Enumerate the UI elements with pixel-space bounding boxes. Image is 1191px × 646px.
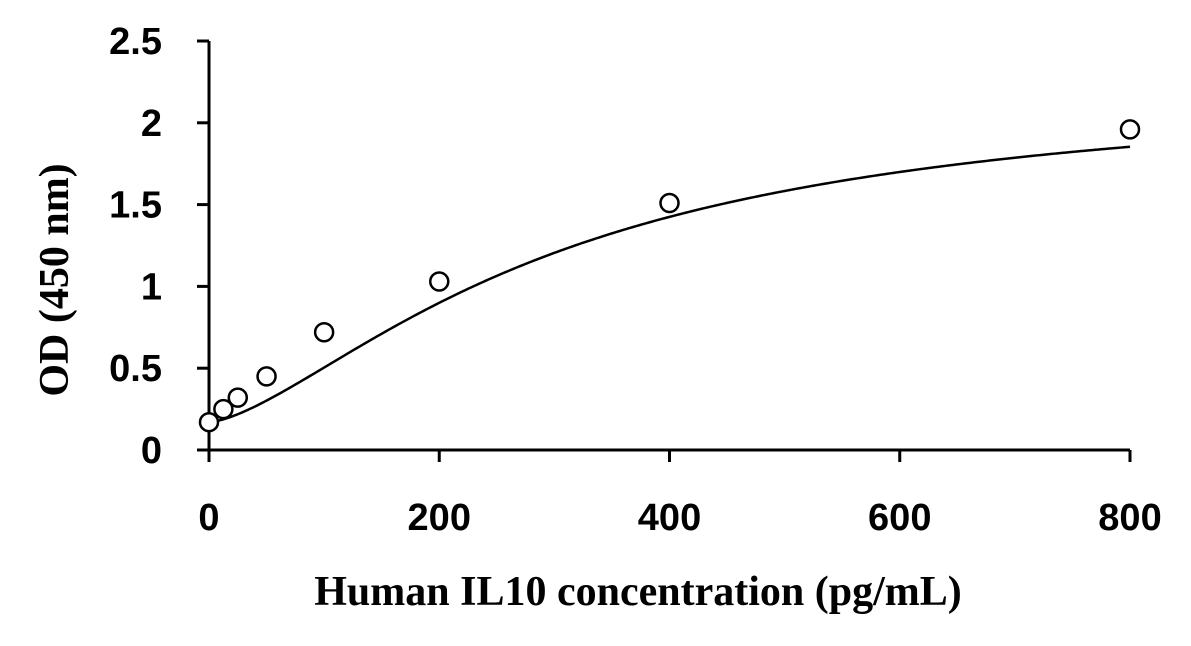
x-tick-label: 200 — [408, 497, 471, 539]
data-points — [198, 119, 1141, 433]
y-axis-title: OD (450 nm) — [32, 163, 78, 396]
x-tick-label: 600 — [868, 497, 931, 539]
y-tick-label: 1.5 — [109, 185, 162, 227]
y-tick-label: 0 — [141, 430, 162, 472]
x-tick-label: 0 — [198, 497, 219, 539]
x-tick-label: 400 — [638, 497, 701, 539]
y-tick-label: 0.5 — [109, 348, 162, 390]
data-point — [659, 192, 680, 214]
y-tick-label: 2 — [141, 103, 162, 145]
data-point — [227, 387, 249, 408]
fit-curve — [208, 145, 1131, 424]
data-point — [256, 366, 277, 387]
y-axis-ticks: 0 0.5 1 1.5 2 2.5 — [109, 21, 209, 472]
data-point — [1119, 119, 1141, 140]
y-tick-label: 2.5 — [109, 21, 162, 63]
x-axis-title: Human IL10 concentration (pg/mL) — [314, 569, 962, 615]
x-tick-label: 800 — [1098, 497, 1161, 539]
data-point — [213, 398, 234, 420]
data-point — [429, 271, 450, 292]
y-tick-label: 1 — [141, 266, 162, 308]
axes — [207, 41, 1130, 452]
data-point — [198, 411, 220, 433]
data-point — [313, 321, 335, 343]
x-axis-ticks: 0 200 400 600 800 — [198, 450, 1162, 539]
